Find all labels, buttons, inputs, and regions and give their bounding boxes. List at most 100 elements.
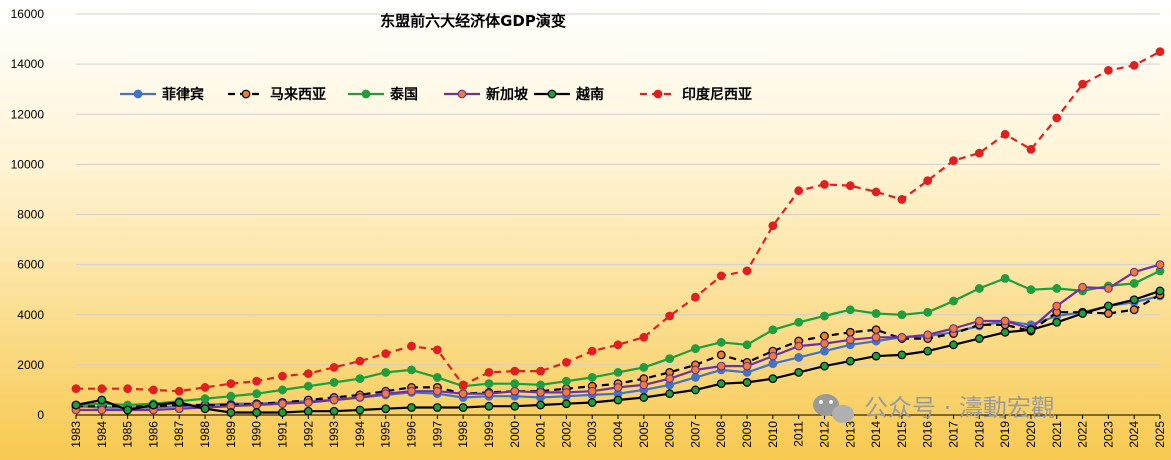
data-point xyxy=(742,266,752,276)
data-point xyxy=(716,337,726,347)
data-point xyxy=(200,394,210,404)
data-point xyxy=(820,331,829,341)
data-point xyxy=(174,386,184,396)
data-point xyxy=(820,311,829,321)
data-point xyxy=(974,148,984,158)
data-point xyxy=(200,404,210,414)
x-tick-label: 2003 xyxy=(585,421,599,448)
data-point xyxy=(716,361,726,371)
x-axis: 1983 1984 1985 1986 1987 1988 1989 1990 1991 1992… xyxy=(69,414,1167,448)
data-point xyxy=(381,349,391,358)
x-tick-label: 1995 xyxy=(379,421,393,448)
x-tick-label: 1997 xyxy=(430,421,444,448)
data-point xyxy=(794,367,804,377)
data-point xyxy=(923,176,933,186)
data-point xyxy=(226,379,236,389)
data-point xyxy=(923,346,933,356)
x-tick-label: 2005 xyxy=(637,421,651,448)
legend-item: 印度尼西亚 xyxy=(640,86,752,103)
legend-marker xyxy=(547,89,557,99)
legend-label: 新加坡 xyxy=(486,86,529,103)
x-tick-label: 1986 xyxy=(146,421,160,448)
x-tick-label: 2002 xyxy=(559,421,573,448)
data-point xyxy=(613,340,623,350)
x-tick-label: 2007 xyxy=(688,421,702,448)
data-point xyxy=(174,398,184,407)
legend-item: 新加坡 xyxy=(444,86,529,103)
data-point xyxy=(768,221,778,231)
wechat-icon xyxy=(813,394,854,423)
x-tick-label: 1992 xyxy=(301,421,315,448)
data-point xyxy=(1000,274,1010,283)
data-point xyxy=(1129,60,1139,70)
data-point xyxy=(510,386,520,396)
data-point xyxy=(768,359,778,369)
y-tick-label: 14000 xyxy=(11,57,45,71)
data-point xyxy=(768,325,778,335)
data-point xyxy=(252,408,262,417)
data-point xyxy=(1026,285,1036,295)
data-point xyxy=(123,405,133,415)
x-tick-label: 1998 xyxy=(456,421,470,448)
legend-item: 马来西亚 xyxy=(228,87,326,103)
data-point xyxy=(613,395,623,405)
data-point xyxy=(1129,295,1139,305)
data-point xyxy=(794,186,804,196)
data-point xyxy=(1155,286,1165,296)
legend: 菲律宾 马来西亚 泰国 新加坡 越南 印度尼西亚 xyxy=(120,86,752,103)
data-point xyxy=(278,371,287,381)
data-point xyxy=(1052,113,1062,123)
data-point xyxy=(561,376,571,386)
legend-item: 菲律宾 xyxy=(120,86,204,103)
data-point xyxy=(561,357,571,367)
data-point xyxy=(303,398,313,407)
data-point xyxy=(639,332,649,342)
data-point xyxy=(691,385,700,395)
data-point xyxy=(355,405,365,415)
data-point xyxy=(536,380,545,390)
x-tick-label: 2013 xyxy=(843,421,857,448)
x-tick-label: 2012 xyxy=(817,421,831,448)
data-point xyxy=(820,361,829,371)
data-point xyxy=(278,385,287,395)
data-point xyxy=(897,332,907,342)
x-tick-label: 2024 xyxy=(1127,421,1141,448)
data-point xyxy=(71,400,81,410)
x-tick-label: 2014 xyxy=(869,421,883,448)
series-3 xyxy=(71,260,1165,415)
data-point xyxy=(536,388,545,397)
data-point xyxy=(510,401,520,411)
data-point xyxy=(1155,47,1165,56)
x-tick-label: 2011 xyxy=(792,421,806,447)
x-tick-label: 2000 xyxy=(508,421,522,448)
data-point xyxy=(949,156,958,166)
data-point xyxy=(587,373,597,382)
data-point xyxy=(97,395,107,405)
data-point xyxy=(820,346,829,356)
data-point xyxy=(845,181,855,191)
x-tick-label: 2020 xyxy=(1024,421,1038,448)
data-point xyxy=(329,378,339,387)
data-point xyxy=(458,403,468,412)
data-point xyxy=(71,384,81,394)
y-tick-label: 2000 xyxy=(17,358,44,372)
data-point xyxy=(742,378,752,387)
data-point xyxy=(355,393,365,402)
data-point xyxy=(820,180,829,189)
data-point xyxy=(510,366,520,376)
data-point xyxy=(1000,327,1010,337)
data-point xyxy=(329,406,339,416)
data-point xyxy=(613,367,623,377)
data-point xyxy=(691,292,700,302)
data-point xyxy=(587,386,597,396)
x-tick-label: 1993 xyxy=(327,421,341,448)
data-point xyxy=(536,366,545,376)
data-point xyxy=(252,376,262,386)
data-point xyxy=(1078,79,1087,89)
data-point xyxy=(897,350,907,360)
x-tick-label: 1994 xyxy=(353,421,367,448)
series-5 xyxy=(71,47,1165,396)
data-point xyxy=(278,408,287,417)
data-point xyxy=(458,389,468,399)
data-point xyxy=(1078,282,1087,292)
